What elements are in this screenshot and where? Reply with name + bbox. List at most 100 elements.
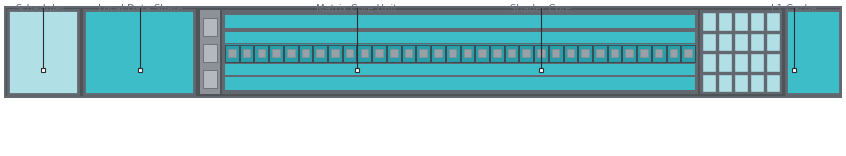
Bar xyxy=(734,73,748,92)
Bar xyxy=(670,49,677,57)
Bar xyxy=(225,32,695,43)
Bar xyxy=(200,10,220,94)
Bar xyxy=(652,44,666,61)
Bar xyxy=(284,44,298,61)
Bar xyxy=(431,44,445,61)
Bar xyxy=(225,77,695,90)
Bar xyxy=(376,49,383,57)
Bar xyxy=(225,64,695,75)
Bar xyxy=(655,49,662,57)
Bar xyxy=(387,44,401,61)
Bar xyxy=(434,49,442,57)
Bar xyxy=(549,44,563,61)
Bar xyxy=(416,44,430,61)
Bar xyxy=(402,44,415,61)
Bar xyxy=(372,44,386,61)
Bar xyxy=(539,68,543,72)
Bar xyxy=(607,44,622,61)
Bar xyxy=(623,44,636,61)
Bar xyxy=(225,44,239,61)
Bar xyxy=(567,49,574,57)
Bar xyxy=(360,49,368,57)
Bar xyxy=(313,44,327,61)
Bar xyxy=(766,32,780,51)
Bar xyxy=(302,49,310,57)
Bar xyxy=(420,49,427,57)
Bar xyxy=(255,44,268,61)
Bar xyxy=(6,8,840,96)
Text: L1 Cache: L1 Cache xyxy=(771,4,817,14)
Bar xyxy=(41,68,45,72)
Bar xyxy=(490,44,503,61)
Bar xyxy=(404,49,412,57)
Bar xyxy=(718,53,732,71)
Bar xyxy=(718,73,732,92)
Bar xyxy=(299,44,312,61)
Bar xyxy=(460,44,475,61)
Bar xyxy=(203,44,217,62)
Bar xyxy=(637,44,651,61)
Bar xyxy=(523,49,530,57)
Text: Local Data Share: Local Data Share xyxy=(97,4,183,14)
Bar xyxy=(269,44,283,61)
Bar xyxy=(138,68,142,72)
Text: Matrix Core Unit: Matrix Core Unit xyxy=(316,4,398,14)
Bar xyxy=(475,44,489,61)
Bar xyxy=(702,32,716,51)
Bar xyxy=(478,49,486,57)
Bar xyxy=(750,53,764,71)
Bar xyxy=(579,44,592,61)
Bar xyxy=(272,49,280,57)
Bar xyxy=(792,68,796,72)
Bar xyxy=(718,32,732,51)
Bar xyxy=(667,44,680,61)
Bar xyxy=(681,44,695,61)
Bar xyxy=(287,49,294,57)
Bar xyxy=(222,10,698,94)
Bar xyxy=(750,32,764,51)
Bar xyxy=(702,12,716,31)
Bar xyxy=(786,10,840,94)
Bar xyxy=(684,49,692,57)
Bar xyxy=(464,49,471,57)
Bar xyxy=(734,12,748,31)
Bar xyxy=(225,44,695,62)
Bar xyxy=(734,32,748,51)
Bar xyxy=(203,70,217,88)
Bar xyxy=(702,53,716,71)
Bar xyxy=(700,10,782,94)
Bar xyxy=(505,44,519,61)
Bar xyxy=(611,49,618,57)
Bar xyxy=(718,12,732,31)
Bar xyxy=(84,10,194,94)
Bar xyxy=(552,49,559,57)
Bar xyxy=(346,49,354,57)
Bar xyxy=(449,49,456,57)
Bar xyxy=(596,49,603,57)
Bar xyxy=(625,49,633,57)
Bar xyxy=(203,18,217,36)
Bar xyxy=(640,49,648,57)
Bar xyxy=(228,49,236,57)
Text: Scheduler: Scheduler xyxy=(15,4,65,14)
Bar xyxy=(225,15,695,28)
Bar xyxy=(493,49,501,57)
Bar xyxy=(446,44,459,61)
Bar xyxy=(593,44,607,61)
Bar xyxy=(316,49,324,57)
Bar xyxy=(8,10,78,94)
Bar xyxy=(257,49,265,57)
Bar xyxy=(734,53,748,71)
Bar xyxy=(358,44,371,61)
Text: Shader Core: Shader Core xyxy=(510,4,572,14)
Bar xyxy=(766,53,780,71)
Bar xyxy=(355,68,359,72)
Bar xyxy=(508,49,515,57)
Bar xyxy=(328,44,342,61)
Bar xyxy=(766,73,780,92)
Bar xyxy=(750,12,764,31)
Bar xyxy=(4,6,842,98)
Bar xyxy=(239,44,254,61)
Bar xyxy=(702,73,716,92)
Bar xyxy=(390,49,398,57)
